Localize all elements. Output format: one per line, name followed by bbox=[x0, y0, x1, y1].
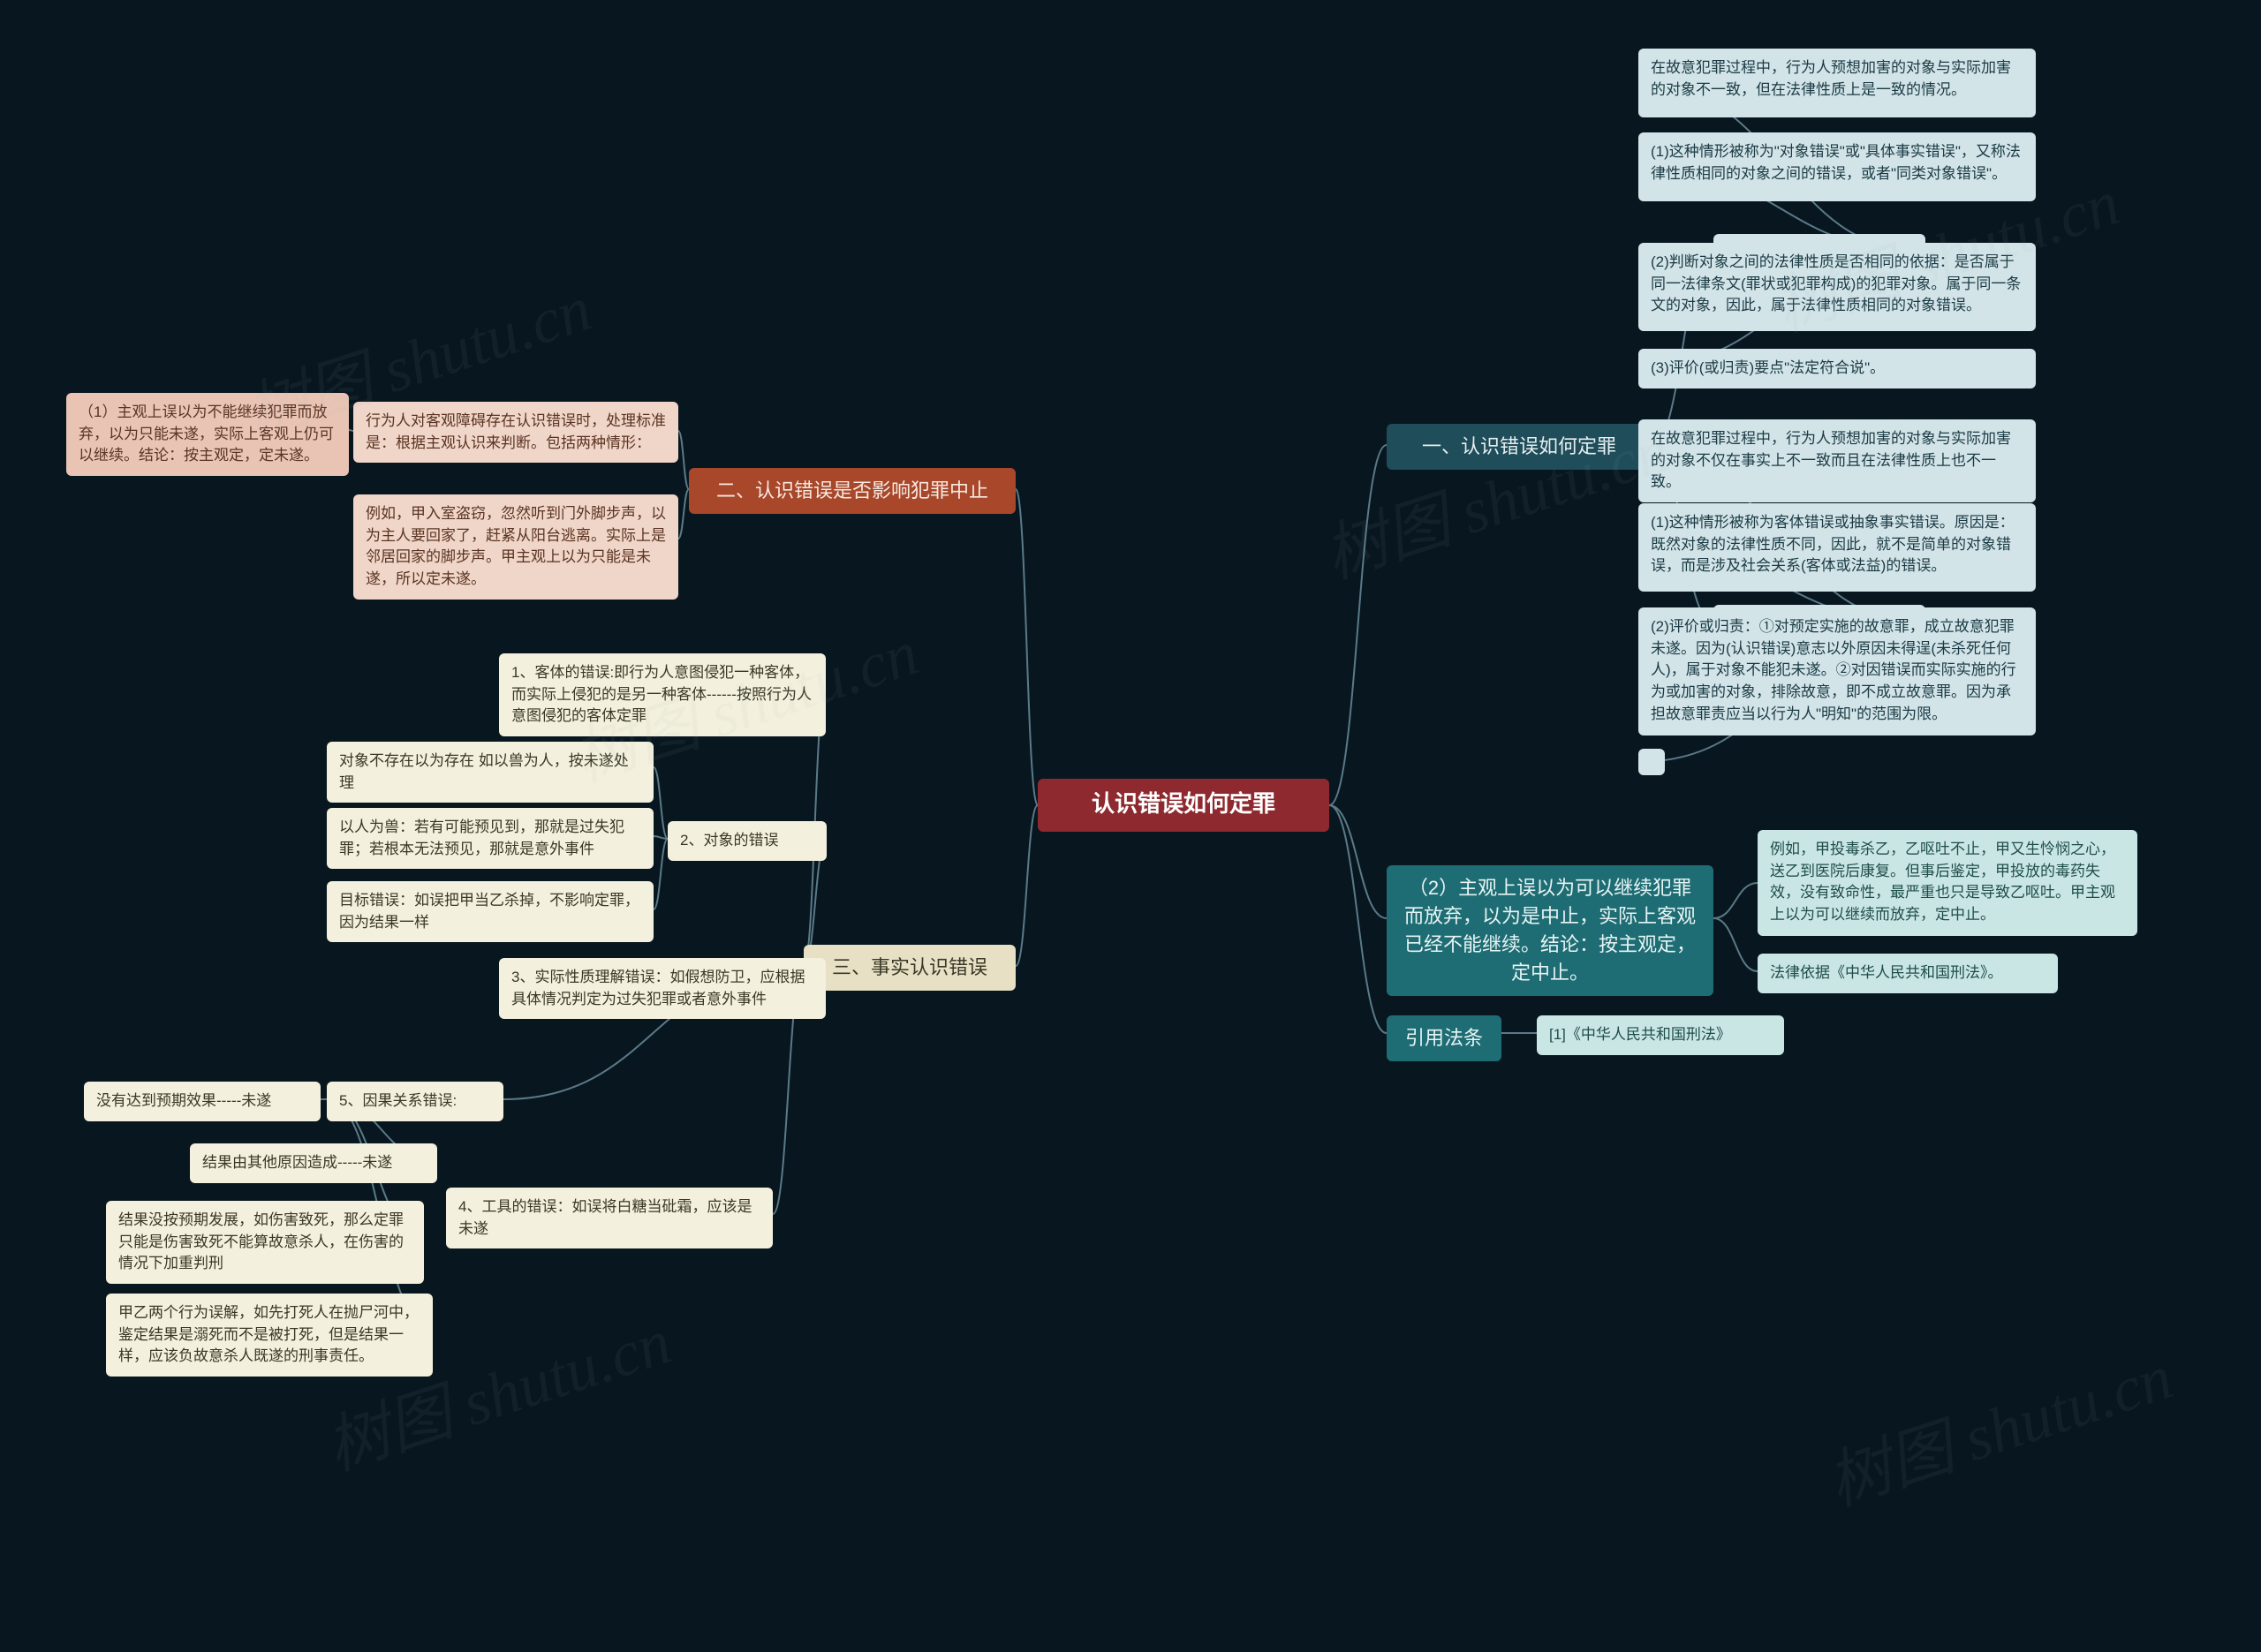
mindmap-node-b3_5b: 结果由其他原因造成-----未遂 bbox=[190, 1143, 437, 1183]
connector bbox=[678, 489, 689, 539]
mindmap-node-b3_3: 3、实际性质理解错误：如假想防卫，应根据具体情况判定为过失犯罪或者意外事件 bbox=[499, 958, 826, 1019]
mindmap-node-b3_5d: 甲乙两个行为误解，如先打死人在抛尸河中，鉴定结果是溺死而不是被打死，但是结果一样… bbox=[106, 1294, 433, 1377]
mindmap-node-b1_1a: 在故意犯罪过程中，行为人预想加害的对象与实际加害的对象不一致，但在法律性质上是一… bbox=[1638, 49, 2036, 117]
mindmap-node-b3_1: 1、客体的错误:即行为人意图侵犯一种客体，而实际上侵犯的是另一种客体------… bbox=[499, 653, 826, 736]
connector bbox=[1329, 445, 1387, 805]
mindmap-node-b1_1b: (1)这种情形被称为"对象错误"或"具体事实错误"，又称法律性质相同的对象之间的… bbox=[1638, 132, 2036, 201]
mindmap-node-b3_2b: 以人为兽：若有可能预见到，那就是过失犯罪；若根本无法预见，那就是意外事件 bbox=[327, 808, 654, 869]
connector bbox=[1329, 805, 1387, 918]
mindmap-node-b3: 三、事实认识错误 bbox=[804, 945, 1016, 991]
mindmap-node-b1_2c: (2)评价或归责：①对预定实施的故意罪，成立故意犯罪未遂。因为(认识错误)意志以… bbox=[1638, 607, 2036, 735]
connector bbox=[1016, 805, 1038, 966]
mindmap-node-b1_2b: (1)这种情形被称为客体错误或抽象事实错误。原因是：既然对象的法律性质不同，因此… bbox=[1638, 503, 2036, 592]
watermark: 树图 shutu.cn bbox=[1814, 1324, 2182, 1523]
mindmap-node-b2: 二、认识错误是否影响犯罪中止 bbox=[689, 468, 1016, 514]
mindmap-node-b_ref1: [1]《中华人民共和国刑法》 bbox=[1537, 1015, 1784, 1055]
connector bbox=[1713, 883, 1758, 918]
mindmap-node-b2_a: 行为人对客观障碍存在认识错误时，处理标准是：根据主观认识来判断。包括两种情形： bbox=[353, 402, 678, 463]
mindmap-node-b1: 一、认识错误如何定罪 bbox=[1387, 424, 1652, 470]
connector bbox=[1329, 805, 1387, 1033]
mindmap-node-b_ref: 引用法条 bbox=[1387, 1015, 1501, 1061]
mindmap-node-b3_5: 5、因果关系错误: bbox=[327, 1082, 503, 1121]
mindmap-node-b3_4: 4、工具的错误：如误将白糖当砒霜，应该是未遂 bbox=[446, 1188, 773, 1248]
mindmap-node-b2_b: 例如，甲入室盗窃，忽然听到门外脚步声，以为主人要回家了，赶紧从阳台逃离。实际上是… bbox=[353, 494, 678, 600]
mindmap-node-root: 认识错误如何定罪 bbox=[1038, 779, 1329, 832]
connector bbox=[1713, 918, 1758, 971]
mindmap-node-b3_2: 2、对象的错误 bbox=[668, 821, 827, 861]
connector bbox=[678, 431, 689, 489]
connector bbox=[1016, 489, 1038, 805]
mindmap-node-b_sub2: （2）主观上误以为可以继续犯罪而放弃，以为是中止，实际上客观已经不能继续。结论：… bbox=[1387, 865, 1713, 996]
mindmap-node-b3_5c: 结果没按预期发展，如伤害致死，那么定罪只能是伤害致死不能算故意杀人，在伤害的情况… bbox=[106, 1201, 424, 1284]
mindmap-node-b_sub2a: 例如，甲投毒杀乙，乙呕吐不止，甲又生怜悯之心，送乙到医院后康复。但事后鉴定，甲投… bbox=[1758, 830, 2137, 936]
connector bbox=[654, 836, 668, 839]
mindmap-node-b_sub2b: 法律依据《中华人民共和国刑法》。 bbox=[1758, 954, 2058, 993]
mindmap-node-b3_2a: 对象不存在以为存在 如以兽为人，按未遂处理 bbox=[327, 742, 654, 803]
mindmap-node-b1_1d: (3)评价(或归责)要点"法定符合说"。 bbox=[1638, 349, 2036, 388]
connector bbox=[654, 839, 668, 909]
connector bbox=[654, 767, 668, 839]
mindmap-node-b1_1c: (2)判断对象之间的法律性质是否相同的依据：是否属于同一法律条文(罪状或犯罪构成… bbox=[1638, 243, 2036, 331]
mindmap-node-b2_a1: （1）主观上误以为不能继续犯罪而放弃，以为只能未遂，实际上客观上仍可以继续。结论… bbox=[66, 393, 349, 476]
mindmap-node-b3_5a: 没有达到预期效果-----未遂 bbox=[84, 1082, 321, 1121]
mindmap-node-b1_2a: 在故意犯罪过程中，行为人预想加害的对象与实际加害的对象不仅在事实上不一致而且在法… bbox=[1638, 419, 2036, 502]
mindmap-node-b1_2d bbox=[1638, 749, 1665, 775]
mindmap-node-b3_2c: 目标错误：如误把甲当乙杀掉，不影响定罪，因为结果一样 bbox=[327, 881, 654, 942]
